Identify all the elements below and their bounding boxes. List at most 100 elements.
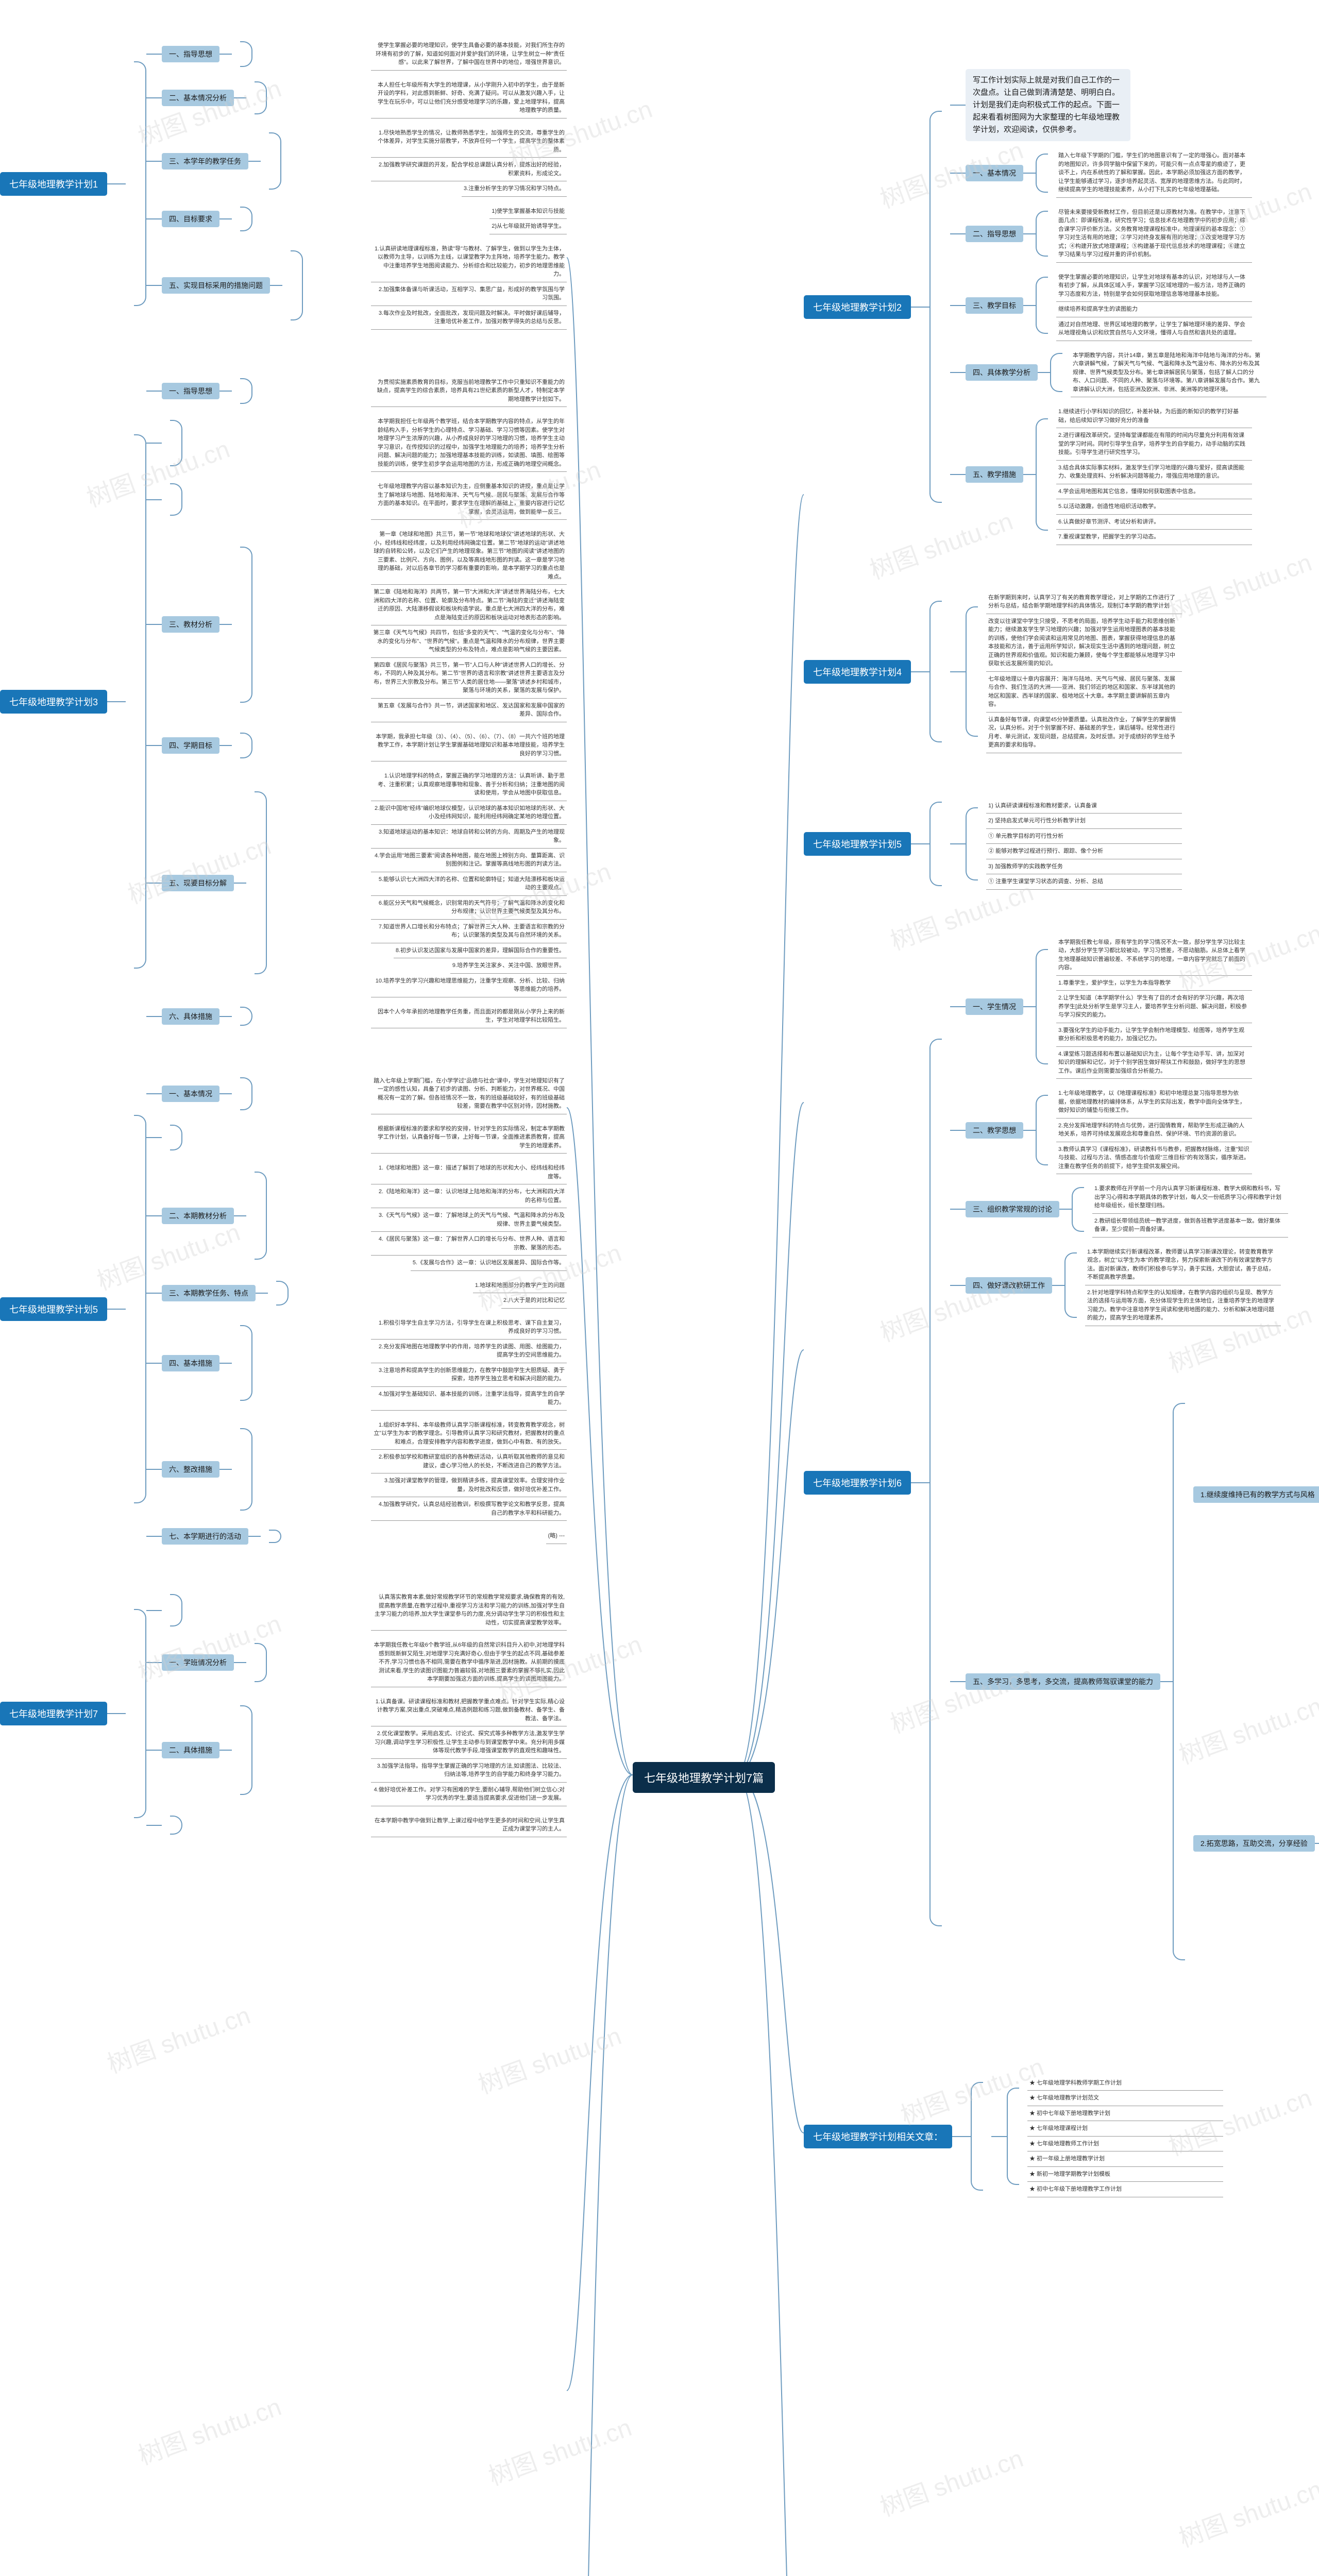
detail-text: 5.以活动激趣，创造性地组织活动教学。 (1056, 499, 1252, 515)
sub-label: 一、基本情况 (966, 165, 1023, 181)
sub-label: 六、具体措施 (162, 1008, 219, 1025)
detail-text: 4.做好培优补差工作。对学习有困难的学生,要耐心辅导,帮助他们树立信心;对学习优… (371, 1783, 567, 1806)
detail-text: 3.注重分析学生的学习情况和学习特点。 (462, 181, 567, 197)
detail-text: 1.认识地理学科的特点，掌握正确的学习地理的方法：认真听讲、勤于思考、注重积累；… (371, 769, 567, 801)
section-intro: 写工作计划实际上就是对我们自己工作的一次盘点。让自己做到清清楚楚、明明白白。计划… (966, 69, 1130, 141)
section-label: 七年级地理教学计划3 (0, 690, 107, 714)
detail-text: 1) 认真研读课程标准和教材要求，认真备课 (986, 799, 1182, 814)
detail-text: 1.继续进行小学科知识的回忆，补差补缺，为后面的新知识的教学打好基础，给后续知识… (1056, 404, 1252, 428)
root-node: 七年级地理教学计划7篇 (633, 1762, 775, 1793)
detail-text: 2.积极参加学校和教研室组织的各种教研活动，认真听取其他教师的意见和建议，虚心学… (371, 1450, 567, 1473)
detail-text: 3.每次作业及时批改，全面批改，发现问题及时解决。平时做好课后辅导，注重培优补差… (371, 306, 567, 330)
detail-text: 本学期我任教七年级，原有学生的学习情况不太一致，部分学生学习比较主动，大部分学生… (1056, 935, 1252, 976)
detail-text: 2)从七年级就开始诱导学生。 (489, 219, 567, 234)
detail-text: 本学期我任教七年级6个教学班,从6年级的自然常识科目升入初中,对地理学科感到既新… (371, 1638, 567, 1687)
detail-text: 踏入七年级上学期门槛，在小学学过"品德与社会"课中，学生对地理知识有了一定的感性… (371, 1074, 567, 1114)
detail-text: ★ 初中七年级下册地理教学计划 (1027, 2106, 1223, 2122)
detail-text: 1.尊重学生，爱护学生，以学生为本指导教学 (1056, 976, 1252, 991)
right-column kolumn: 七年级地理教学计划2 写工作计划实际上就是对我们自己工作的一次盘点。让自己做到清清… (804, 62, 1319, 2235)
detail-text: 3.结合具体实际事实材料，激发学生们学习地理的兴趣与爱好，提高读图能力、收集处理… (1056, 461, 1252, 484)
sub-label: 二、本期教材分析 (162, 1208, 234, 1224)
detail-text: 2) 坚持启发式单元可行性分析教学计划 (986, 814, 1182, 829)
detail-text: 本人担任七年级所有大学生的地理课，从小学刚升入初中的学生，由于是新开设的学科，对… (371, 78, 567, 118)
detail-text: ★ 初一年级上册地理教学计划 (1027, 2151, 1223, 2167)
detail-text: ① 单元教学目标的可行性分析 (986, 829, 1182, 844)
detail-text: 1.《地球和地图》这一章：描述了解到了地球的形状和大小、经纬线和经纬度等。 (371, 1161, 567, 1184)
detail-text: 10.培养学生的学习兴趣和地理思维能力，注重学生观察、分析、比较、归纳等思维能力… (371, 974, 567, 997)
watermark: 树图 shutu.cn (874, 2438, 1027, 2523)
detail-text: 7.重视课堂教学，把握学生的学习动态。 (1056, 530, 1252, 545)
sub-label: 五、实现目标采用的措施问题 (162, 277, 270, 294)
detail-text: 因本个人今年承担的地理教学任务重，而且面对的都是刚从小学升上来的新生，学生对地理… (371, 1005, 567, 1028)
detail-text: 七年级地理教学内容以基本知识为主，应侧重基本知识的讲授，重点是让学生了解地球与地… (371, 479, 567, 520)
detail-text: 2.能识中国地"经纬"编织地球仪模型，认识地球的基本知识如地球的形状、大小及经纬… (371, 801, 567, 825)
detail-text: 3.《天气与气候》这一章：了解地球上的天气与气候、气温和降水的分布及规律、世界主… (371, 1208, 567, 1232)
detail-text: ★ 初中七年级下册地理教学工作计划 (1027, 2182, 1223, 2197)
detail-text: 本学期教学内容，共计14章，第五章是陆地和海洋中陆地与海洋的分布。第六章讲解气候… (1071, 348, 1266, 398)
detail-text: 2.让学生知道（本学期学什么）学生有了目的才会有好的学习兴趣，再次培养学生[此处… (1056, 991, 1252, 1023)
detail-text: 3.加强学法指导。指导学生掌握正确的学习地理的方法,如读图法、比较法、归纳法等,… (371, 1759, 567, 1783)
detail-text: 第五章《发展与合作》共一节，讲述国家和地区、发达国家和发展中国家的差异、国际合作… (371, 699, 567, 722)
section-label: 七年级地理教学计划2 (804, 295, 911, 319)
detail-text: 9.培养学生关注家乡、关注中国、放眼世界。 (450, 958, 567, 974)
detail-text: 8.初步认识发达国家与发展中国家的差异，理解国际合作的重要性。 (394, 943, 567, 959)
detail-text: 3.要强化学生的动手能力，让学生学会制作地理模型、绘图等，培养学生观察分析和积极… (1056, 1023, 1252, 1047)
sub-label: 二、基本情况分析 (162, 90, 234, 106)
sub-label: 三、教学目标 (966, 297, 1023, 314)
detail-text: 2.充分发挥地理学科的特点与优势，进行国情教育，帮助学生形成正确的人地关系，培养… (1056, 1118, 1252, 1142)
sub-label: 六、整改措施 (162, 1461, 219, 1478)
detail-text: ★ 七年级地理教师工作计划 (1027, 2137, 1223, 2152)
detail-text: 第四章《居民与聚落》共三节，第一节"人口与人种"讲述世界人口的增长、分布，不同的… (371, 658, 567, 699)
detail-text: 3.教师认真学习《课程标准》，研读教科书与教参，把握教材脉络，注重"知识与技能、… (1056, 1142, 1252, 1175)
detail-text: 通过对自然地理、世界区域地理的教学，让学生了解地理环境的差异、学会从地理视角认识… (1056, 317, 1252, 341)
section-label: 七年级地理教学计划5 (804, 832, 911, 856)
section-label: 七年级地理教学计划4 (804, 660, 911, 684)
detail-text: 3) 加强教师学的实践教学任务 (986, 859, 1182, 875)
sub-label: 三、教材分析 (162, 616, 219, 633)
detail-text: 本学期我担任七年级两个教学班，结合本学期教学内容的特点，从学生的年龄结构入手，分… (371, 414, 567, 472)
detail-text: 第三章《天气与气候》共四节，包括"多变的天气"、"气温的变化与分布"、"降水的变… (371, 625, 567, 658)
detail-text: 4.加强教学研究，认真总结经验教训，积极撰写教学论文和教学反思，提高自己的教学水… (371, 1497, 567, 1521)
sub-label: 二、教学思想 (966, 1122, 1023, 1139)
detail-text: 2.《陆地和海洋》这一章：认识地球上陆地和海洋的分布，七大洲和四大洋的名称与位置… (371, 1184, 567, 1208)
detail-text: 2.八大于是的对比和记忆 (501, 1293, 567, 1309)
detail-text: 使学生掌握必要的地理知识，使学生具备必要的基本技能，对我们所生存的环境有初步的了… (371, 38, 567, 71)
detail-text: 认真落实教育本素,做好常规教学环节的常规教学常规要求,确保教育的有效,提高教学质… (371, 1590, 567, 1631)
detail-text: 3.加强对课堂教学的管理，做到精讲多练，提高课堂效率。合理安排作业量，及时批改和… (371, 1473, 567, 1497)
sub-label: 一、基本情况 (162, 1086, 219, 1102)
watermark: 树图 shutu.cn (1173, 2469, 1319, 2554)
sub-label: 四、具体教学分析 (966, 364, 1038, 381)
detail-text: 3.知道地球运动的基本知识：地球自转和公转的方向、周期及产生的地理现象。 (371, 825, 567, 849)
detail-text: 3.注意培养和提高学生的创新思维能力，在教学中鼓励学生大胆质疑、勇于探索，培养学… (371, 1363, 567, 1387)
detail-text: 4.学会运用"地图三要素"阅读各种地图，能在地图上辨别方向、量算距离、识别图例和… (371, 849, 567, 872)
sub-label: 五、现要目标分解 (162, 875, 234, 891)
detail-text: 1.地球和地图部分的教学产生的问题 (473, 1278, 567, 1294)
detail-text: 使学生掌握必要的地理知识，让学生对地球有基本的认识，对地球与人一体有初步了解，从… (1056, 270, 1252, 302)
detail-text: 认真备好每节课，向课堂45分钟要质量。认真批改作业，了解学生的掌握情况，认真分析… (986, 713, 1182, 753)
detail-text: 本学期，我承担七年级（3）、（4）、（5）、（6）、（7）、（8）一共六个班的地… (371, 730, 567, 762)
sub-label: 四、目标要求 (162, 211, 219, 227)
detail-text: 2.进行课程改革研究，坚持每堂课都能在有限的时间内尽量充分利用有效课堂的学习时间… (1056, 428, 1252, 461)
sub-label: 2.拓宽思路，互助交流，分享经验 (1193, 1835, 1315, 1852)
sub-label: 三、本期教学任务、特点 (162, 1285, 256, 1301)
detail-text: 1.组织好本学科、本年级教师认真学习新课程标准，转变教育教学观念，树立"以学生为… (371, 1418, 567, 1450)
detail-text: 七年级地理以十章内容展开：海洋与陆地、天气与气候、居民与聚落、发展与合作、我们生… (986, 672, 1182, 713)
detail-text: 4.学会运用地图和其它信息，懂得如何获取图表中信息。 (1056, 484, 1252, 500)
sub-label: 1.继续度维持已有的教学方式与风格 (1193, 1486, 1319, 1503)
detail-text: 1)使学生掌握基本知识与技能 (489, 204, 567, 219)
sub-label: 二、指导思想 (966, 226, 1023, 242)
sub-label: 三、组织教学常规的讨论 (966, 1201, 1059, 1217)
watermark: 树图 shutu.cn (483, 2407, 636, 2492)
sub-label: 一、学班情况分析 (162, 1654, 234, 1671)
detail-text: 1.本学期继续实行新课程改革，教师要认真学习新课改理论，转变教育教学观念，树立"… (1085, 1245, 1281, 1285)
detail-text: 5.《发展与合作》这一章：认识地区发展差异、国际合作等。 (411, 1256, 567, 1271)
detail-text: 根据新课程标准的要求和学校的安排，针对学生的实际情况，制定本学期教学工作计划，认… (371, 1122, 567, 1154)
sub-label: 一、学生情况 (966, 998, 1023, 1015)
detail-text: 4.《居民与聚落》这一章：了解世界人口的增长与分布、世界人种、语言和宗教、聚落的… (371, 1232, 567, 1256)
sub-label: 四、做好课改教研工作 (966, 1277, 1052, 1294)
section-label: 七年级地理教学计划7 (0, 1702, 107, 1725)
detail-text: 2.充分发挥地图在地理教学中的作用，培养学生的读图、用图、绘图能力，提高学生的空… (371, 1340, 567, 1363)
sub-label: 一、指导思想 (162, 383, 219, 399)
detail-text: 6.能区分天气和气候概念，识别常用的天气符号；了解气温和降水的变化和分布规律；认… (371, 896, 567, 920)
detail-text: 1.积极引导学生自主学习方法，引导学生在课上积极思考、课下自主复习，养成良好的学… (371, 1316, 567, 1340)
